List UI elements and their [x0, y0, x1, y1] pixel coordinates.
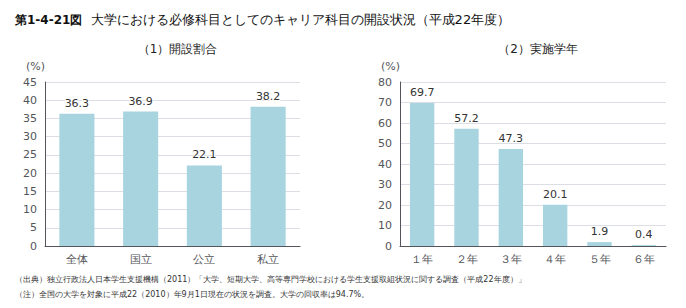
- svg-text:４年: ４年: [544, 253, 566, 266]
- svg-text:(%): (%): [26, 60, 45, 73]
- svg-text:36.9: 36.9: [128, 95, 153, 108]
- svg-text:38.2: 38.2: [256, 90, 281, 103]
- svg-text:30: 30: [378, 178, 392, 191]
- svg-text:1.9: 1.9: [591, 225, 609, 238]
- svg-text:35: 35: [23, 112, 37, 125]
- svg-text:10: 10: [23, 203, 37, 216]
- svg-text:私立: 私立: [257, 253, 279, 266]
- svg-text:57.2: 57.2: [454, 112, 479, 125]
- svg-text:20: 20: [23, 167, 37, 180]
- svg-text:25: 25: [23, 148, 37, 161]
- svg-text:20: 20: [378, 199, 392, 212]
- svg-text:20.1: 20.1: [543, 188, 568, 201]
- svg-text:70: 70: [378, 96, 392, 109]
- svg-text:60: 60: [378, 117, 392, 130]
- svg-text:22.1: 22.1: [192, 148, 217, 161]
- svg-text:40: 40: [378, 158, 392, 171]
- svg-text:0: 0: [385, 240, 392, 253]
- svg-text:(%): (%): [381, 60, 400, 73]
- svg-text:47.3: 47.3: [499, 132, 524, 145]
- svg-text:（注）全国の大学を対象に平成22（2010）年9月1日現在の: （注）全国の大学を対象に平成22（2010）年9月1日現在の状況を調査。大学の回…: [15, 290, 369, 299]
- svg-text:50: 50: [378, 137, 392, 150]
- svg-text:0.4: 0.4: [635, 228, 653, 241]
- svg-text:30: 30: [23, 130, 37, 143]
- svg-text:第1-4-21図: 第1-4-21図: [14, 13, 82, 27]
- svg-text:公立: 公立: [193, 253, 215, 266]
- svg-text:５年: ５年: [589, 253, 611, 266]
- svg-text:15: 15: [23, 185, 37, 198]
- svg-text:45: 45: [23, 76, 37, 89]
- svg-text:0: 0: [30, 240, 37, 253]
- svg-text:３年: ３年: [500, 253, 522, 266]
- svg-text:69.7: 69.7: [410, 86, 435, 99]
- svg-text:大学における必修科目としてのキャリア科目の開設状況（平成22: 大学における必修科目としてのキャリア科目の開設状況（平成22年度）: [82, 12, 510, 27]
- svg-text:10: 10: [378, 219, 392, 232]
- svg-text:36.3: 36.3: [65, 97, 90, 110]
- svg-text:国立: 国立: [130, 253, 152, 266]
- svg-text:40: 40: [23, 94, 37, 107]
- svg-text:１年: １年: [411, 253, 433, 266]
- svg-text:80: 80: [378, 76, 392, 89]
- svg-text:5: 5: [30, 221, 37, 234]
- svg-text:６年: ６年: [633, 253, 655, 266]
- svg-text:（1）開設割合: （1）開設割合: [138, 42, 218, 56]
- svg-text:（2）実施学年: （2）実施学年: [498, 42, 578, 56]
- svg-text:２年: ２年: [456, 253, 478, 266]
- svg-text:全体: 全体: [66, 253, 88, 266]
- svg-text:（出典）独立行政法人日本学生支援機構（2011）「大学、短期: （出典）独立行政法人日本学生支援機構（2011）「大学、短期大学、高等専門学校に…: [15, 275, 526, 284]
